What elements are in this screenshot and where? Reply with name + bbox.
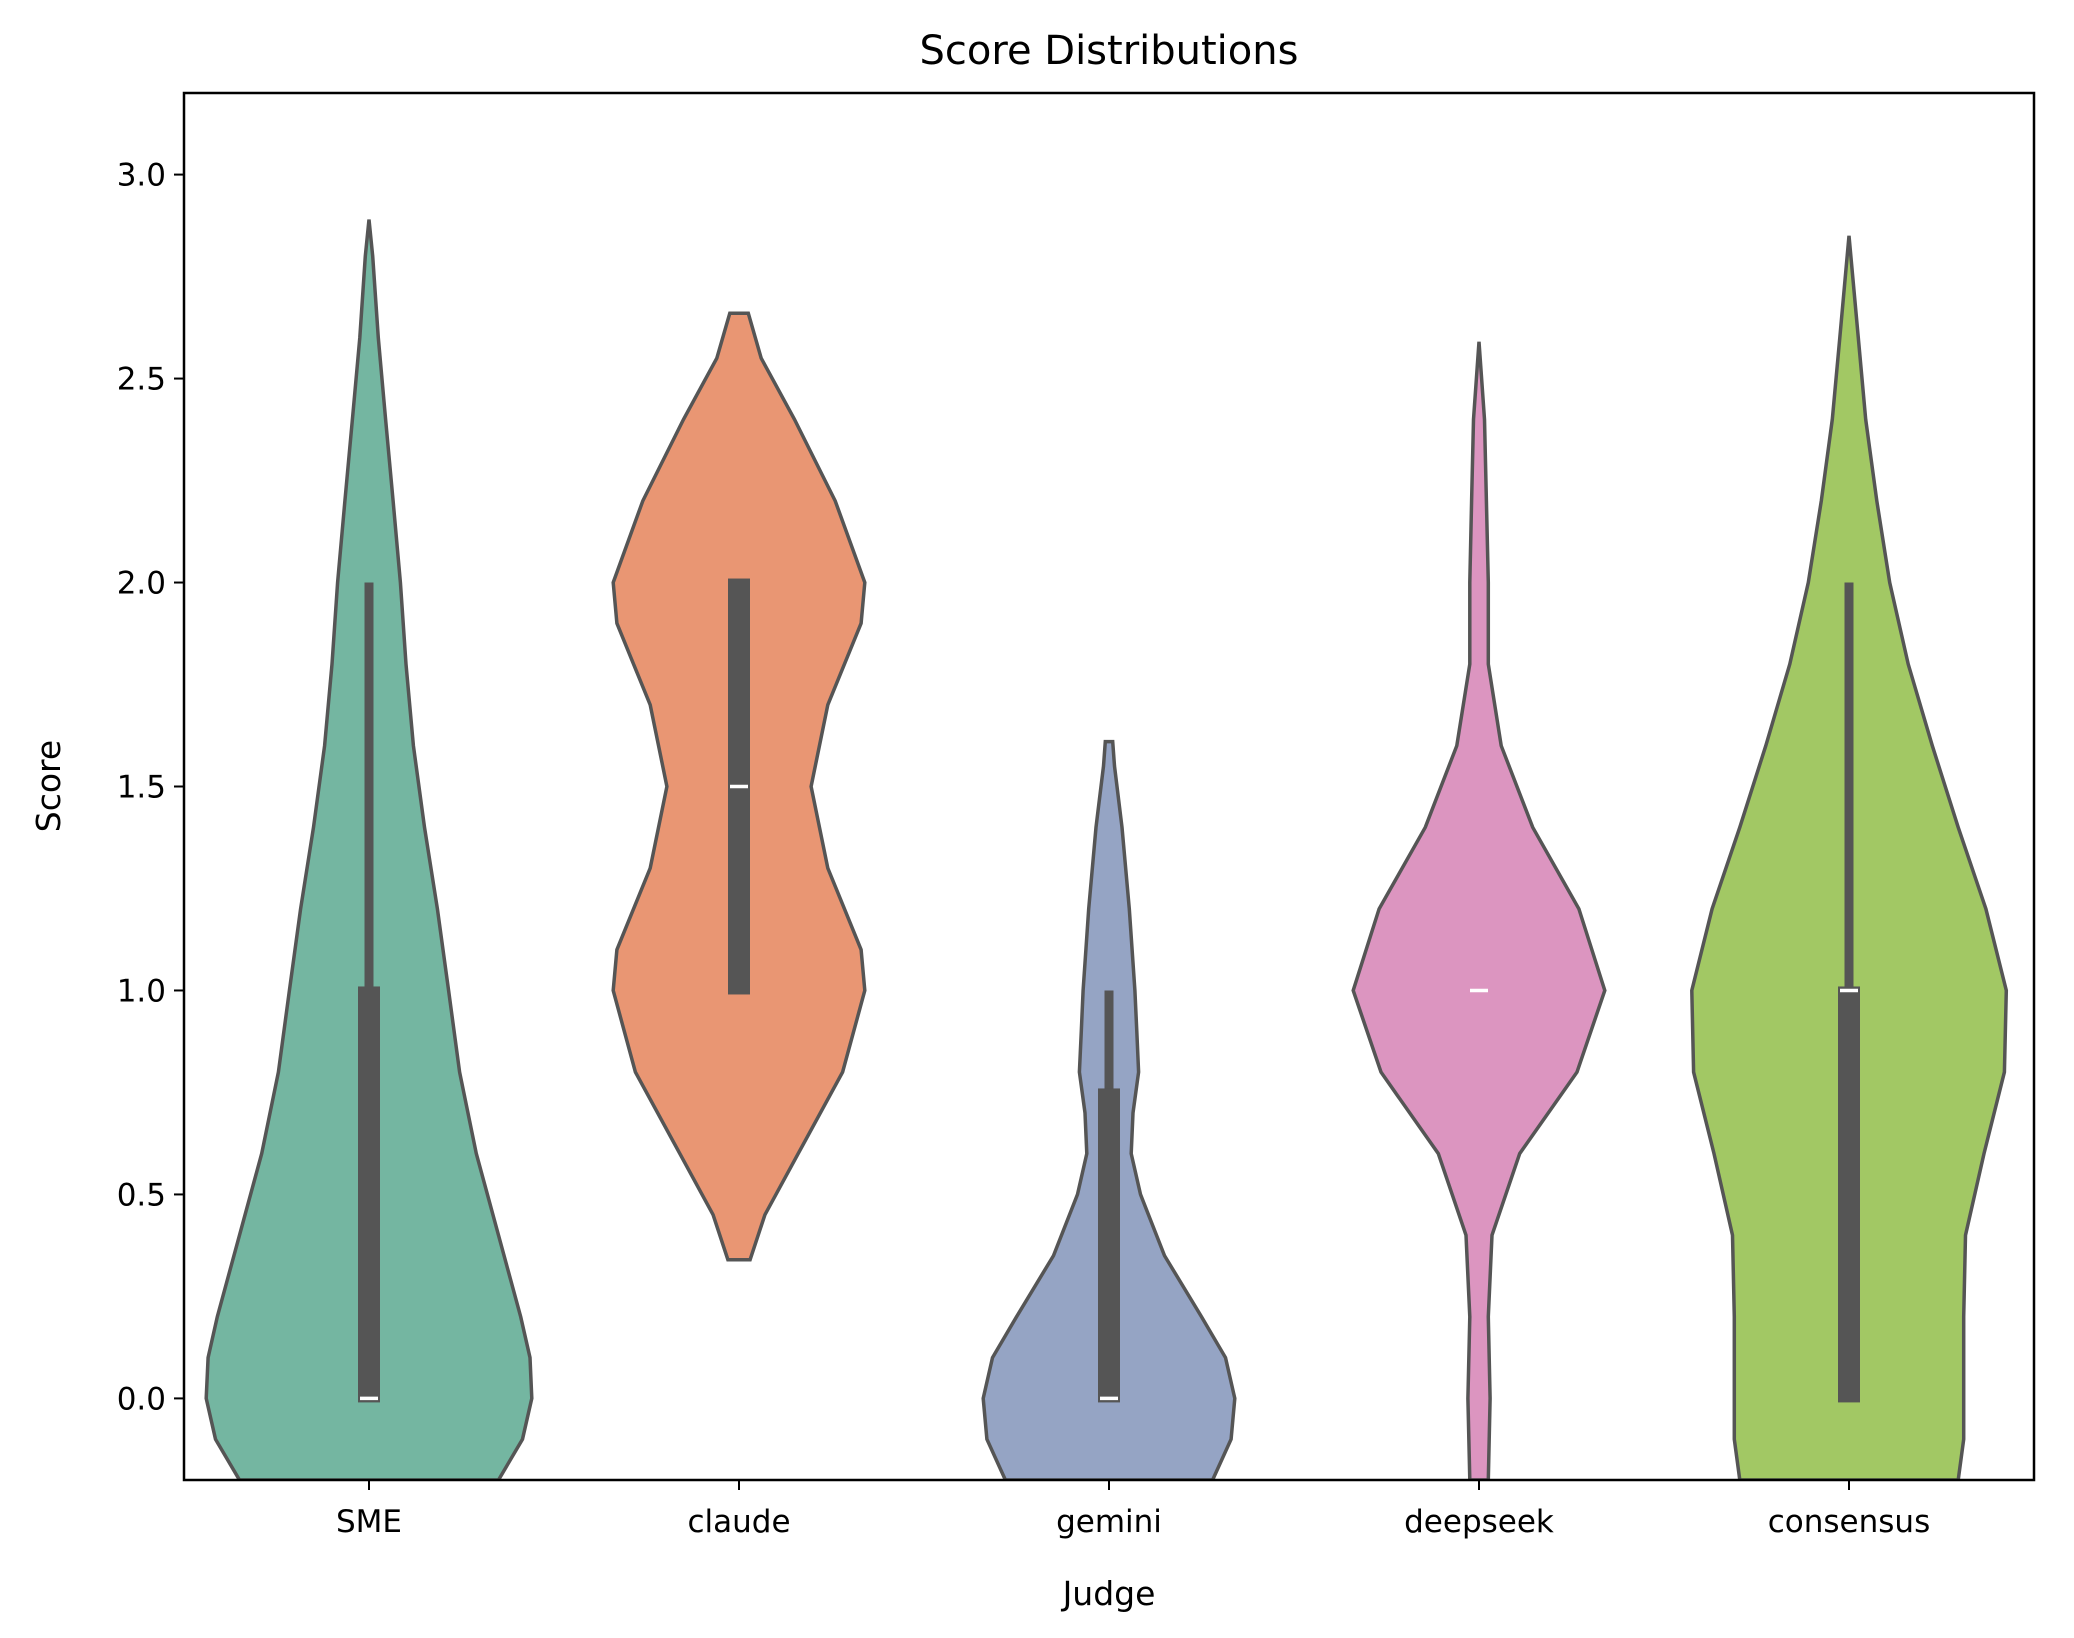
y-tick-label: 2.5: [117, 362, 166, 398]
violin-deepseek: [1351, 341, 1607, 1480]
x-axis-label: Judge: [1061, 1574, 1156, 1613]
violin-consensus: [1690, 235, 2009, 1480]
x-tick-label-consensus: consensus: [1768, 1504, 1930, 1540]
y-axis-label: Score: [29, 740, 68, 832]
x-tick-label-sme: SME: [336, 1504, 402, 1540]
x-tick-label-deepseek: deepseek: [1404, 1504, 1554, 1540]
violin-iqr-box: [1098, 1088, 1120, 1403]
y-tick-label: 2.0: [117, 566, 166, 602]
violin-gemini: [981, 739, 1237, 1480]
y-tick-label: 1.5: [117, 770, 166, 806]
violin-claude: [611, 311, 867, 1262]
chart-title: Score Distributions: [920, 28, 1299, 74]
violin-body: [1351, 341, 1607, 1480]
plot-area: [204, 219, 2009, 1480]
y-tick-label: 0.0: [117, 1381, 166, 1417]
y-tick-label: 3.0: [117, 158, 166, 194]
violin-iqr-box: [1838, 986, 1860, 1403]
x-axis: SME claude gemini deepseek consensus: [336, 1480, 1930, 1540]
y-axis: 0.0 0.5 1.0 1.5 2.0 2.5 3.0: [117, 158, 184, 1417]
y-tick-label: 0.5: [117, 1177, 166, 1213]
x-tick-label-claude: claude: [687, 1504, 790, 1540]
y-tick-label: 1.0: [117, 973, 166, 1009]
x-tick-label-gemini: gemini: [1056, 1504, 1162, 1540]
violin-sme: [204, 219, 534, 1480]
violin-iqr-box: [358, 986, 380, 1403]
